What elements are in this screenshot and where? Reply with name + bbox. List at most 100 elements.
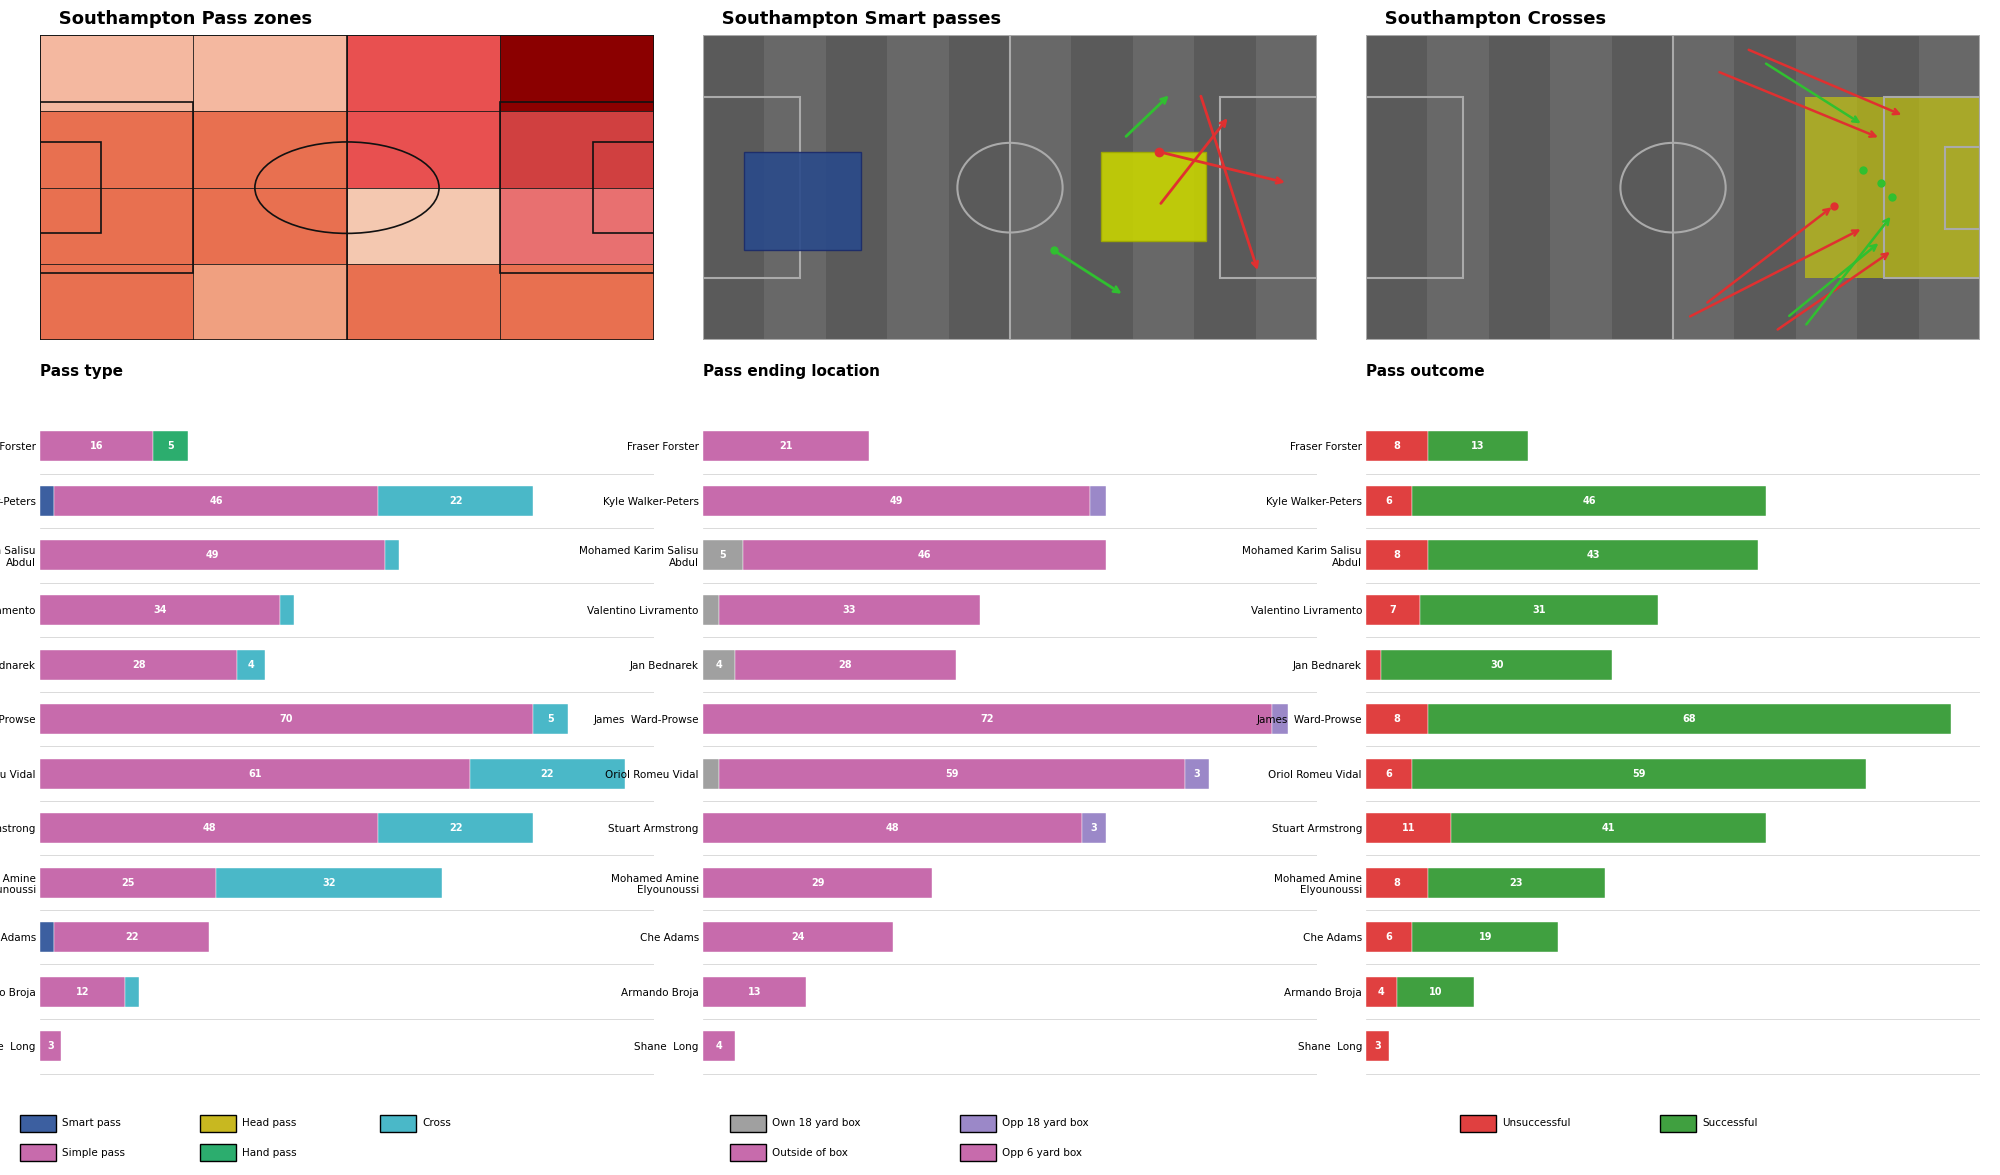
Bar xyxy=(1428,704,1950,734)
Bar xyxy=(744,152,860,250)
Bar xyxy=(40,188,194,264)
Bar xyxy=(1272,704,1288,734)
Bar xyxy=(1366,704,1428,734)
Text: 12: 12 xyxy=(76,987,90,996)
Bar xyxy=(1428,867,1604,898)
Bar xyxy=(40,112,194,188)
Text: 8: 8 xyxy=(1394,551,1400,560)
Text: 22: 22 xyxy=(448,496,462,506)
Bar xyxy=(40,102,194,273)
Text: 5: 5 xyxy=(720,551,726,560)
Text: Simple pass: Simple pass xyxy=(62,1148,124,1157)
Bar xyxy=(1366,867,1428,898)
Text: Outside of box: Outside of box xyxy=(772,1148,848,1157)
Text: 46: 46 xyxy=(210,496,222,506)
Text: Pass outcome: Pass outcome xyxy=(1366,364,1484,380)
Bar xyxy=(1090,486,1106,516)
Bar xyxy=(1366,976,1396,1007)
Text: 3: 3 xyxy=(48,1041,54,1052)
Bar xyxy=(40,1032,62,1061)
Text: 61: 61 xyxy=(248,768,262,779)
Bar xyxy=(1366,759,1412,788)
Bar xyxy=(1366,540,1428,571)
Bar xyxy=(1612,35,1674,340)
Text: 3: 3 xyxy=(1194,768,1200,779)
Bar xyxy=(742,540,1106,571)
Text: 4: 4 xyxy=(716,659,722,670)
Text: 4: 4 xyxy=(248,659,254,670)
Bar xyxy=(704,922,892,952)
Bar xyxy=(386,540,400,571)
Bar xyxy=(40,35,194,112)
Bar xyxy=(1412,922,1558,952)
Text: Successful: Successful xyxy=(1702,1119,1758,1128)
Text: 34: 34 xyxy=(154,605,166,615)
Text: 22: 22 xyxy=(540,768,554,779)
Bar xyxy=(40,264,194,340)
Text: Opp 18 yard box: Opp 18 yard box xyxy=(1002,1119,1088,1128)
Bar xyxy=(704,704,1272,734)
Bar xyxy=(194,35,346,112)
Bar xyxy=(500,102,654,273)
Bar xyxy=(1072,35,1132,340)
Bar xyxy=(470,759,624,788)
Text: 13: 13 xyxy=(1470,442,1484,451)
Bar xyxy=(40,976,124,1007)
Bar xyxy=(1100,152,1206,241)
Text: 49: 49 xyxy=(890,496,904,506)
Bar xyxy=(1796,35,1858,340)
Bar xyxy=(1918,35,1980,340)
Text: 32: 32 xyxy=(322,878,336,887)
Text: Pass type: Pass type xyxy=(40,364,124,380)
Bar xyxy=(1366,922,1412,952)
Text: 11: 11 xyxy=(1402,824,1416,833)
Bar xyxy=(1734,35,1796,340)
Bar xyxy=(1428,35,1488,340)
Bar xyxy=(1428,431,1528,462)
Bar xyxy=(948,35,1010,340)
Text: Hand pass: Hand pass xyxy=(242,1148,296,1157)
Text: 31: 31 xyxy=(1532,605,1546,615)
Text: 24: 24 xyxy=(792,932,804,942)
Text: 19: 19 xyxy=(1478,932,1492,942)
Bar xyxy=(1804,98,1980,278)
Bar xyxy=(1412,759,1866,788)
Bar xyxy=(826,35,888,340)
Bar xyxy=(1550,35,1612,340)
Text: 48: 48 xyxy=(202,824,216,833)
Bar xyxy=(704,1032,734,1061)
Text: 33: 33 xyxy=(842,605,856,615)
Bar xyxy=(1082,813,1106,844)
Text: 72: 72 xyxy=(980,714,994,724)
Bar xyxy=(40,486,54,516)
Bar xyxy=(40,813,378,844)
Text: Southampton Smart passes: Southampton Smart passes xyxy=(704,11,1002,28)
Bar xyxy=(40,142,102,234)
Bar xyxy=(346,188,500,264)
Bar xyxy=(1428,540,1758,571)
Text: 13: 13 xyxy=(748,987,762,996)
Text: 6: 6 xyxy=(1386,496,1392,506)
Bar xyxy=(1382,650,1612,679)
Text: Opp 6 yard box: Opp 6 yard box xyxy=(1002,1148,1082,1157)
Bar xyxy=(40,595,280,625)
Bar xyxy=(54,922,210,952)
Bar xyxy=(1420,595,1658,625)
Text: 28: 28 xyxy=(132,659,146,670)
Text: Head pass: Head pass xyxy=(242,1119,296,1128)
Bar xyxy=(40,922,54,952)
Bar xyxy=(1366,35,1428,340)
Text: 30: 30 xyxy=(1490,659,1504,670)
Bar xyxy=(216,867,442,898)
Text: Unsuccessful: Unsuccessful xyxy=(1502,1119,1570,1128)
Text: 59: 59 xyxy=(1632,768,1646,779)
Text: 4: 4 xyxy=(1378,987,1384,996)
Bar xyxy=(124,976,138,1007)
Bar xyxy=(40,431,152,462)
Bar xyxy=(704,540,742,571)
Text: Southampton Crosses: Southampton Crosses xyxy=(1366,11,1606,28)
Text: 6: 6 xyxy=(1386,932,1392,942)
Text: 8: 8 xyxy=(1394,714,1400,724)
Bar xyxy=(1488,35,1550,340)
Text: 7: 7 xyxy=(1390,605,1396,615)
